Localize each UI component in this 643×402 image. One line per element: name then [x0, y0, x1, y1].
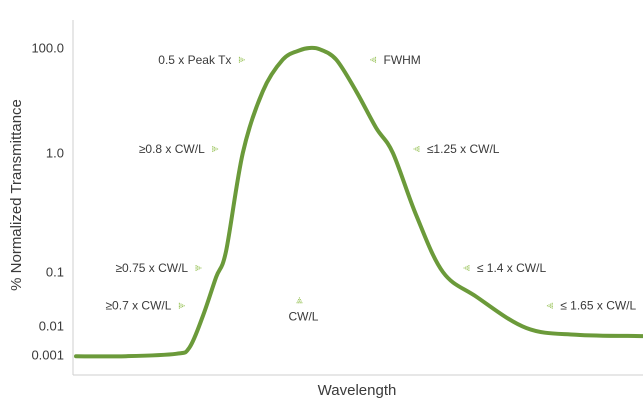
y-tick-label: 0.01 — [39, 319, 64, 334]
annotation: FWHM — [370, 53, 421, 67]
annotation-marker — [238, 56, 245, 63]
annotation: 0.5 x Peak Tx — [158, 53, 245, 67]
annotation-marker — [212, 146, 219, 152]
annotation: ≥0.7 x CW/L — [105, 299, 185, 313]
x-axis-title: Wavelength — [318, 382, 397, 399]
annotation-marker — [195, 265, 202, 271]
annotation-marker — [413, 146, 420, 152]
annotation-label: ≤ 1.4 x CW/L — [477, 261, 547, 275]
annotation-label: ≥0.7 x CW/L — [105, 299, 171, 313]
y-axis-title: % Normalized Transmittance — [8, 99, 25, 291]
annotation-label: CW/L — [288, 310, 318, 324]
annotation-label: 0.5 x Peak Tx — [158, 53, 231, 67]
annotations: 0.5 x Peak Tx FWHM ≥0.8 x CW/L ≤1.25 x CW/L… — [105, 53, 636, 324]
annotation-marker — [370, 56, 377, 63]
annotation-marker — [178, 302, 185, 309]
annotation: ≤ 1.65 x CW/L — [546, 299, 637, 313]
y-tick-label: 1.0 — [46, 146, 64, 161]
annotation-label: ≤ 1.65 x CW/L — [560, 299, 636, 313]
annotation: ≤1.25 x CW/L — [413, 142, 500, 156]
annotation-marker — [296, 297, 303, 304]
series-layer — [74, 45, 643, 359]
annotation: ≤ 1.4 x CW/L — [463, 261, 547, 275]
annotation: ≥0.8 x CW/L — [139, 142, 219, 156]
transmittance-curve — [74, 45, 643, 359]
annotation-label: ≥0.75 x CW/L — [115, 261, 188, 275]
y-tick-label: 100.0 — [31, 41, 64, 56]
annotation-marker — [463, 265, 470, 271]
annotation: ≥0.75 x CW/L — [115, 261, 202, 275]
y-tick-label: 0.1 — [46, 265, 64, 280]
y-axis-ticks: 100.0 1.0 0.1 0.01 0.001 — [31, 41, 64, 363]
annotation: CW/L — [288, 297, 319, 324]
annotation-label: FWHM — [383, 53, 420, 67]
annotation-label: ≥0.8 x CW/L — [139, 142, 205, 156]
y-tick-label: 0.001 — [31, 348, 64, 363]
annotation-label: ≤1.25 x CW/L — [427, 142, 500, 156]
annotation-marker — [546, 302, 553, 309]
